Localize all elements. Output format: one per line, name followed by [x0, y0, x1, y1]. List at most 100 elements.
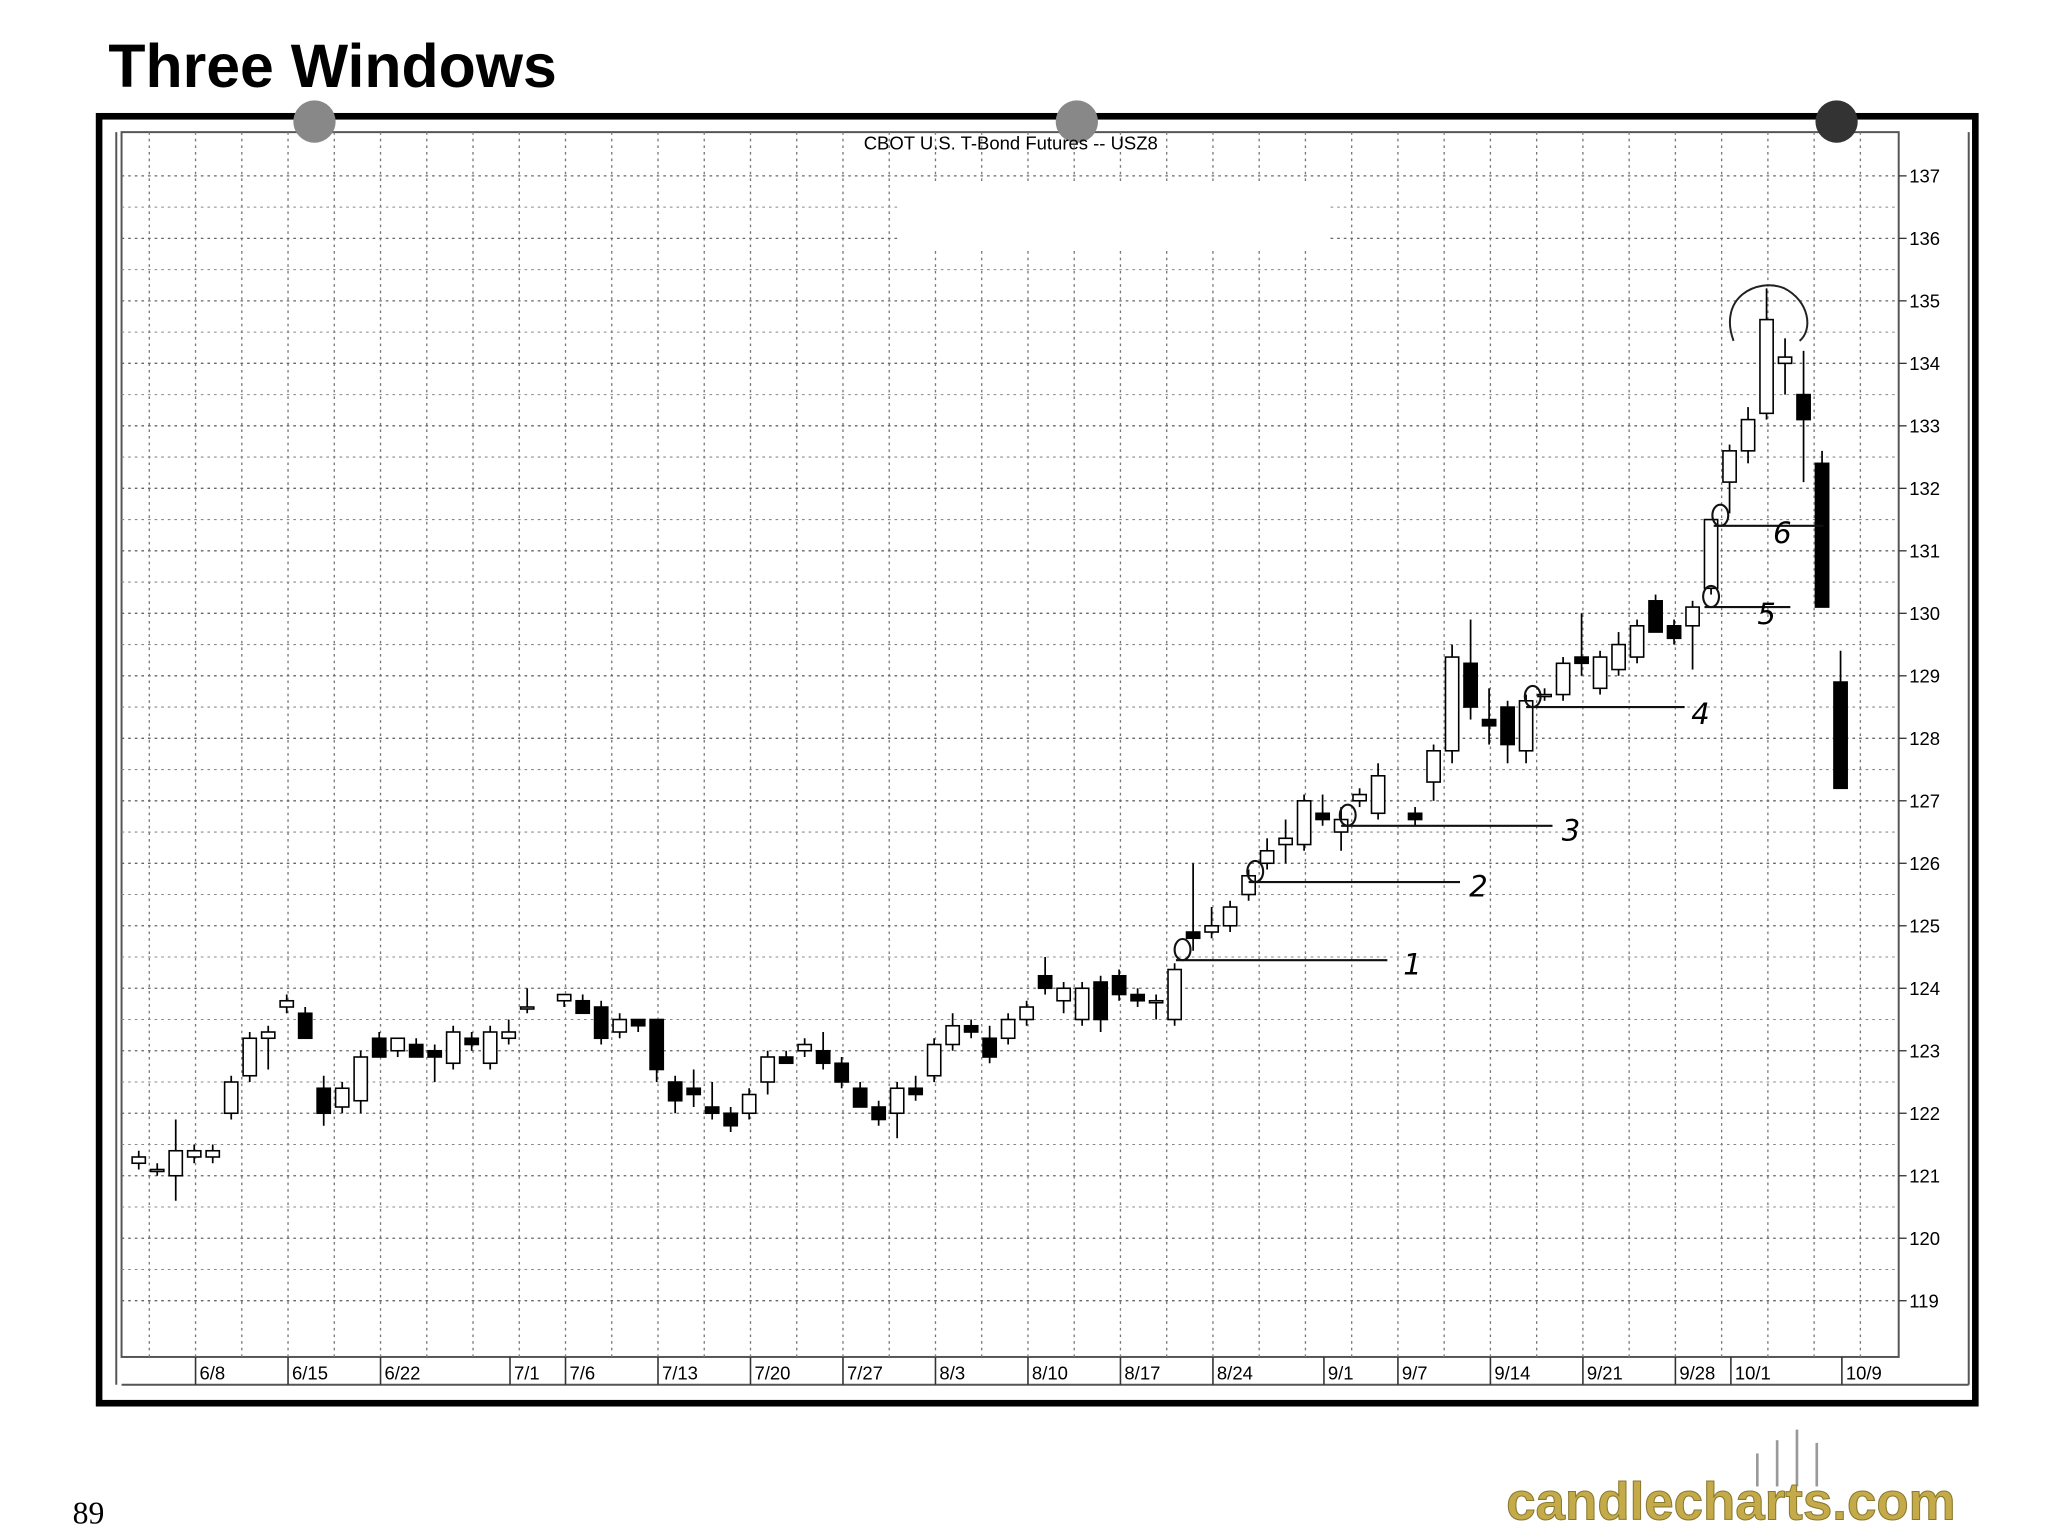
x-tick-label: 10/9 [1846, 1362, 1882, 1383]
candle-body [168, 1149, 184, 1177]
annotation-circle [1711, 503, 1730, 527]
y-tick-label: 129 [1909, 665, 1940, 686]
candle-body [1722, 450, 1737, 483]
candle-body [1555, 662, 1571, 696]
x-tick-label: 8/10 [1032, 1362, 1068, 1383]
candle-body [186, 1149, 202, 1158]
x-tick-label: 6/15 [292, 1362, 328, 1383]
candle-body [871, 1106, 887, 1121]
annotation: 6 [1773, 516, 1791, 550]
annotation-circle [1246, 859, 1265, 884]
chart-title: CBOT U.S. T-Bond Futures -- USZ8 [864, 132, 1158, 153]
candle-body [575, 999, 591, 1015]
annotation-circle [1338, 803, 1357, 827]
candle-body [1685, 606, 1700, 627]
candle-body [1074, 987, 1090, 1021]
y-tick-label: 126 [1909, 853, 1940, 874]
y-tick-label: 123 [1909, 1040, 1940, 1061]
candle-body [1370, 775, 1386, 815]
candle-body [1148, 999, 1164, 1004]
candle-body [1796, 393, 1811, 421]
candle-body [408, 1043, 424, 1058]
candle-body [334, 1087, 350, 1108]
candle-body [1037, 974, 1053, 990]
candle-body [445, 1031, 461, 1065]
y-tick-label: 124 [1909, 978, 1940, 999]
candle-body [1278, 837, 1294, 846]
candle-body [1666, 625, 1682, 640]
candle-body [649, 1018, 665, 1071]
candle-body [371, 1037, 387, 1058]
candle-body [1000, 1018, 1016, 1040]
y-tick-label: 131 [1909, 540, 1940, 561]
candle-body [926, 1043, 942, 1077]
x-tick-label: 8/24 [1217, 1362, 1253, 1383]
y-tick-label: 125 [1909, 915, 1940, 936]
candle-body [667, 1081, 683, 1102]
annotation: 3 [1562, 813, 1580, 847]
slide-title: Three Windows [108, 32, 556, 100]
candle-body [1204, 924, 1220, 933]
candle-body [1019, 1006, 1035, 1021]
x-tick-label: 7/20 [754, 1362, 790, 1383]
candle-body [1315, 812, 1331, 821]
x-tick-label: 7/6 [569, 1362, 595, 1383]
candle-body [982, 1037, 998, 1058]
y-tick-label: 127 [1909, 790, 1940, 811]
plot-area [120, 131, 1900, 1358]
candle-body [242, 1037, 258, 1077]
candle-body [1611, 643, 1626, 671]
y-tick-label: 128 [1909, 728, 1940, 749]
candle-body [815, 1049, 831, 1065]
y-tick-label: 132 [1909, 478, 1940, 499]
annotation: 4 [1691, 697, 1709, 731]
candle-body [1592, 656, 1608, 690]
candle-body [760, 1056, 776, 1083]
x-tick-label: 7/13 [662, 1362, 698, 1383]
x-tick-label: 9/14 [1494, 1362, 1530, 1383]
candle-body [1407, 812, 1423, 821]
x-tick-label: 9/21 [1587, 1362, 1623, 1383]
annotation-circle [1523, 684, 1542, 709]
candle-body [1463, 662, 1478, 708]
y-tick-label: 136 [1909, 228, 1940, 249]
candle-body [427, 1049, 443, 1058]
candle-body [1352, 793, 1368, 802]
candle-body [1537, 693, 1552, 698]
chart-frame [95, 112, 1979, 1407]
y-tick-label: 120 [1909, 1228, 1940, 1249]
x-tick-label: 8/17 [1124, 1362, 1160, 1383]
candle-body [1777, 356, 1793, 365]
binder-hole [1055, 100, 1098, 143]
candle-body [1629, 625, 1645, 658]
y-tick-label: 130 [1909, 603, 1940, 624]
candle-body [1426, 750, 1441, 783]
x-tick-label: 7/27 [847, 1362, 883, 1383]
candle-body [501, 1031, 517, 1040]
candle-body [723, 1112, 739, 1127]
x-tick-label: 7/1 [514, 1362, 540, 1383]
candle-body [1056, 987, 1072, 1002]
candle-body [1759, 318, 1774, 415]
candle-body [852, 1087, 868, 1108]
candle-body [778, 1056, 794, 1065]
candle-body [797, 1043, 813, 1052]
candle-body [1111, 974, 1127, 996]
annotation: 1 [1403, 948, 1421, 982]
candle-body [1500, 706, 1515, 746]
candle-body [223, 1081, 239, 1115]
annotation: 2 [1469, 870, 1487, 904]
candle-body [482, 1031, 498, 1065]
candle-body [741, 1093, 757, 1115]
candle-body [131, 1156, 147, 1165]
hand-circle [1728, 284, 1809, 342]
y-tick-label: 137 [1909, 165, 1940, 186]
page-number: 89 [73, 1495, 105, 1530]
candle-body [1259, 849, 1275, 865]
x-tick-label: 9/7 [1402, 1362, 1428, 1383]
candle-body [279, 999, 295, 1008]
y-tick-label: 122 [1909, 1103, 1940, 1124]
candle-body [889, 1087, 905, 1115]
